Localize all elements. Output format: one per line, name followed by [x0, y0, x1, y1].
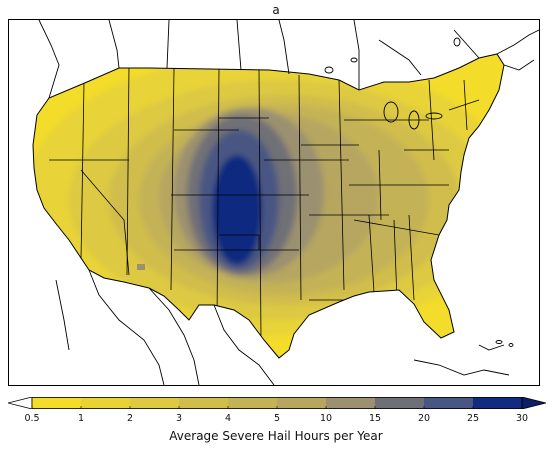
- colorbar-tick-label: 5: [273, 413, 281, 424]
- colorbar-tick-label: 4: [224, 413, 232, 424]
- colorbar-tick-label: 30: [515, 413, 529, 424]
- colorbar-segment: [375, 397, 425, 409]
- colorbar-segment: [130, 397, 180, 409]
- neighbor-boundaries: [38, 20, 539, 385]
- colorbar-high-extend: [521, 397, 546, 409]
- colorbar: [8, 397, 546, 409]
- hail-field: [33, 54, 504, 358]
- colorbar-tick-label: 25: [466, 413, 480, 424]
- colorbar-tick-label: 0.5: [24, 413, 40, 424]
- arizona-patch: [137, 264, 145, 270]
- colorbar-tick-label: 20: [417, 413, 431, 424]
- colorbar-segment: [326, 397, 376, 409]
- colorbar-tick-label: 15: [368, 413, 382, 424]
- colorbar-low-extend: [8, 397, 33, 409]
- colorbar-tick-label: 3: [175, 413, 183, 424]
- colorbar-segment: [277, 397, 327, 409]
- colorbar-tick-label: 2: [126, 413, 134, 424]
- colorbar-segment: [424, 397, 474, 409]
- colorbar-segment: [179, 397, 229, 409]
- contour-9: [212, 155, 262, 265]
- hail-map: [32, 20, 539, 385]
- colorbar-tick-label: 1: [77, 413, 85, 424]
- colorbar-tick-label: 10: [319, 413, 333, 424]
- map-frame: [8, 19, 540, 386]
- colorbar-segment: [473, 397, 523, 409]
- colorbar-segment: [81, 397, 131, 409]
- colorbar-segment: [32, 397, 82, 409]
- panel-title: a: [272, 3, 280, 17]
- colorbar-label: Average Severe Hail Hours per Year: [169, 429, 383, 443]
- colorbar-segment: [228, 397, 278, 409]
- lakes-and-islands: [324, 37, 514, 347]
